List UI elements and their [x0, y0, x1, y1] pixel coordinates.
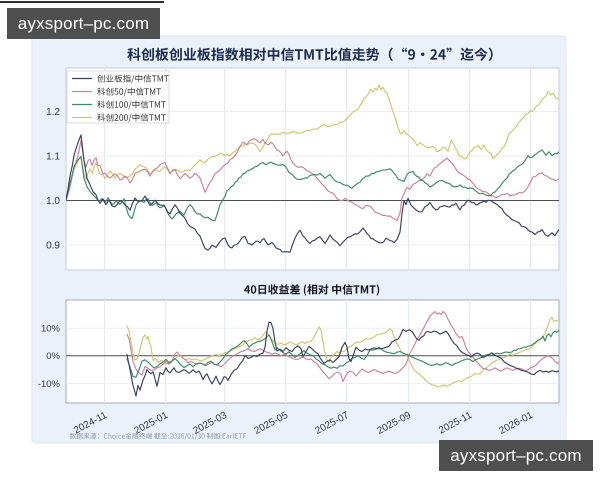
svg-text:1.0: 1.0 — [46, 196, 60, 207]
svg-text:1.2: 1.2 — [46, 107, 60, 118]
svg-text:0%: 0% — [46, 351, 60, 362]
svg-text:10%: 10% — [41, 324, 61, 335]
svg-text:0.9: 0.9 — [46, 241, 60, 252]
svg-text:1.1: 1.1 — [46, 152, 60, 163]
svg-text:-10%: -10% — [38, 379, 61, 390]
